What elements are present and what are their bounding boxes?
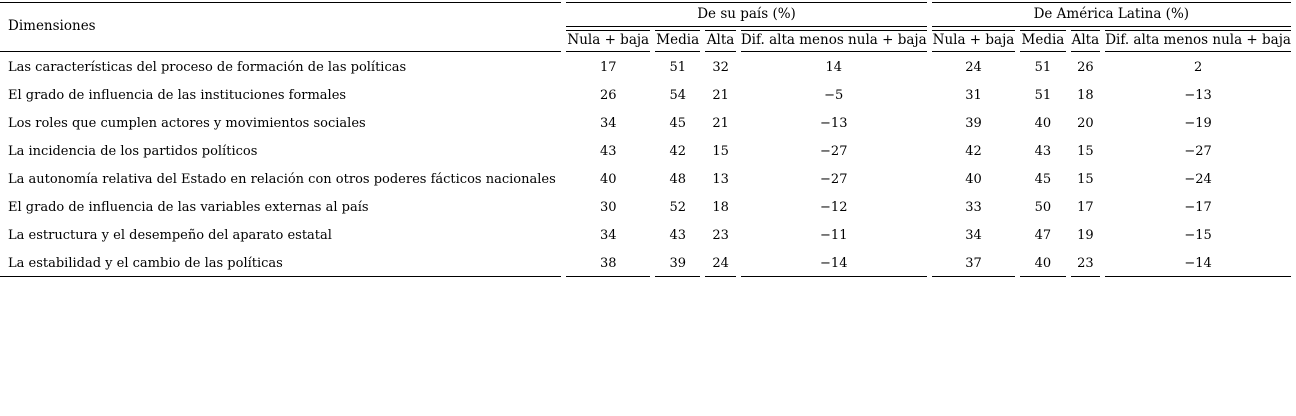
value-cell: 40 [1020, 251, 1066, 277]
value-cell: −13 [1184, 88, 1212, 103]
value-cell: 43 [669, 228, 686, 243]
value-cell: 32 [712, 60, 729, 75]
value-cell: 31 [965, 88, 982, 103]
value-cell: 18 [1077, 88, 1094, 103]
column-header-dimensiones: Dimensiones [0, 2, 562, 52]
value-cell: 14 [825, 60, 843, 75]
table-row: El grado de influencia de las variables … [0, 195, 1291, 220]
value-cell: −5 [824, 88, 844, 103]
value-cell: −27 [820, 172, 848, 187]
table-row: El grado de influencia de las institucio… [0, 83, 1291, 108]
value-cell: 20 [1077, 116, 1094, 131]
value-cell: 48 [669, 172, 686, 187]
group-header-de-su-pais: De su país (%) [566, 2, 927, 27]
row-label: Las características del proceso de forma… [8, 60, 407, 75]
value-cell: 19 [1077, 228, 1094, 243]
value-cell: 17 [599, 60, 617, 75]
subheader-pais-alta: Alta [705, 30, 736, 52]
value-cell: 40 [1034, 116, 1052, 131]
row-label: La estructura y el desempeño del aparato… [8, 228, 332, 243]
value-cell: 40 [965, 172, 982, 187]
value-cell: −19 [1184, 116, 1212, 131]
value-cell: 50 [1034, 200, 1052, 215]
value-cell: 13 [712, 172, 729, 187]
value-cell: −11 [820, 228, 848, 243]
value-cell: −15 [1184, 228, 1212, 243]
value-cell: 34 [599, 228, 617, 243]
row-label: Los roles que cumplen actores y movimien… [8, 116, 366, 131]
row-label: La autonomía relativa del Estado en rela… [8, 172, 556, 187]
dimensions-perception-table: Dimensiones De su país (%) De América La… [0, 2, 1291, 277]
value-cell: 18 [712, 200, 729, 215]
value-cell: 23 [712, 228, 729, 243]
subheader-pais-dif: Dif. alta menos nula + baja [740, 30, 927, 52]
group-header-row: Dimensiones De su país (%) De América La… [0, 2, 1291, 52]
value-cell: 42 [669, 144, 686, 159]
value-cell: −12 [820, 200, 848, 215]
subheader-row: Nula + baja Media Alta Dif. alta menos n… [0, 30, 1291, 52]
value-cell: 17 [1077, 200, 1094, 215]
value-cell: 15 [1077, 172, 1094, 187]
value-cell: 51 [669, 60, 686, 75]
row-label: La incidencia de los partidos políticos [8, 144, 258, 159]
value-cell: 47 [1034, 228, 1052, 243]
value-cell: 15 [712, 144, 729, 159]
subheader-latam-media: Media [1020, 30, 1066, 52]
value-cell: 23 [1070, 251, 1101, 277]
value-cell: −13 [820, 116, 848, 131]
value-cell: 43 [599, 144, 617, 159]
value-cell: 40 [599, 172, 617, 187]
value-cell: −24 [1184, 172, 1212, 187]
table-row: La estabilidad y el cambio de las políti… [0, 251, 1291, 277]
value-cell: 24 [965, 60, 982, 75]
row-label: El grado de influencia de las variables … [8, 200, 369, 215]
value-cell: 33 [965, 200, 982, 215]
subheader-latam-alta: Alta [1070, 30, 1101, 52]
value-cell: 15 [1077, 144, 1094, 159]
table-row: Las características del proceso de forma… [0, 55, 1291, 80]
subheader-pais-nula-baja: Nula + baja [566, 30, 651, 52]
value-cell: 2 [1193, 60, 1203, 75]
table-row: La incidencia de los partidos políticos 4… [0, 139, 1291, 164]
value-cell: −27 [820, 144, 848, 159]
table-body: Las características del proceso de forma… [0, 55, 1291, 277]
table-row: Los roles que cumplen actores y movimien… [0, 111, 1291, 136]
table-container: Dimensiones De su país (%) De América La… [0, 2, 1291, 277]
value-cell: −14 [740, 251, 927, 277]
value-cell: 24 [705, 251, 736, 277]
value-cell: 54 [669, 88, 686, 103]
value-cell: 34 [965, 228, 982, 243]
value-cell: 34 [599, 116, 617, 131]
value-cell: 45 [669, 116, 686, 131]
value-cell: 26 [599, 88, 617, 103]
value-cell: −27 [1184, 144, 1212, 159]
group-header-de-america-latina: De América Latina (%) [931, 2, 1291, 27]
value-cell: 51 [1034, 88, 1052, 103]
value-cell: 21 [712, 116, 729, 131]
value-cell: −14 [1105, 251, 1291, 277]
value-cell: 26 [1077, 60, 1094, 75]
value-cell: 52 [669, 200, 686, 215]
table-row: La autonomía relativa del Estado en rela… [0, 167, 1291, 192]
value-cell: 39 [965, 116, 982, 131]
value-cell: 39 [655, 251, 701, 277]
value-cell: −17 [1184, 200, 1212, 215]
value-cell: 43 [1034, 144, 1052, 159]
subheader-pais-media: Media [655, 30, 701, 52]
value-cell: 37 [931, 251, 1016, 277]
row-label: La estabilidad y el cambio de las políti… [0, 251, 562, 277]
subheader-latam-dif: Dif. alta menos nula + baja [1105, 30, 1291, 52]
value-cell: 45 [1034, 172, 1052, 187]
row-label: El grado de influencia de las institucio… [8, 88, 347, 103]
table-row: La estructura y el desempeño del aparato… [0, 223, 1291, 248]
value-cell: 38 [566, 251, 651, 277]
value-cell: 51 [1034, 60, 1052, 75]
value-cell: 42 [965, 144, 982, 159]
value-cell: 21 [712, 88, 729, 103]
table-header: Dimensiones De su país (%) De América La… [0, 2, 1291, 52]
subheader-latam-nula-baja: Nula + baja [931, 30, 1016, 52]
value-cell: 30 [599, 200, 617, 215]
